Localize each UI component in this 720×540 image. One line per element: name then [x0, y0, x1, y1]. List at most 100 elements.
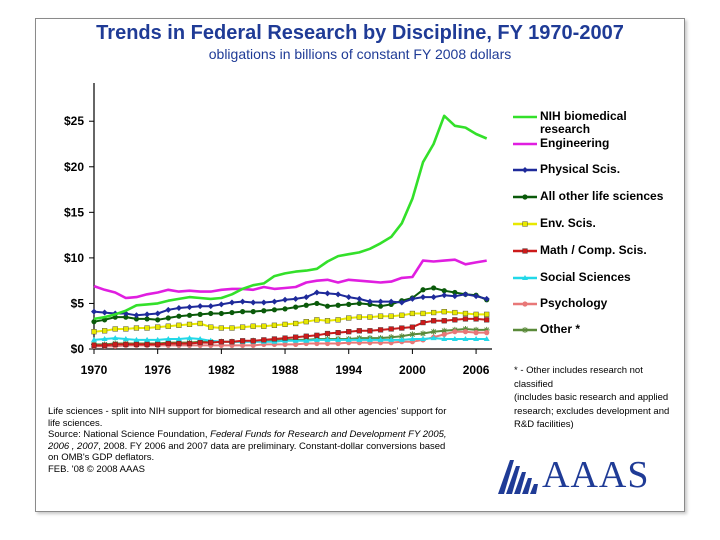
data-point: [430, 328, 437, 335]
data-point: [324, 318, 331, 324]
data-point: [261, 323, 267, 329]
data-point: [197, 320, 203, 327]
data-point: [462, 316, 469, 322]
data-point: [388, 326, 394, 332]
data-point: [314, 332, 320, 338]
data-point: [483, 295, 490, 302]
x-tick-label: 2006: [463, 363, 490, 377]
data-point: [293, 334, 299, 340]
data-point: [133, 312, 140, 319]
data-point: [293, 341, 299, 348]
data-point: [155, 324, 161, 330]
data-point: [165, 323, 171, 329]
legend-label: Social Sciences: [540, 270, 631, 284]
data-point: [409, 295, 416, 302]
data-point: [101, 309, 108, 316]
data-point: [473, 330, 479, 336]
data-point: [431, 309, 437, 316]
y-tick-label: $0: [71, 342, 85, 356]
data-point: [239, 309, 246, 315]
data-point: [356, 328, 362, 334]
legend-swatch: [513, 194, 537, 200]
data-point: [176, 340, 182, 347]
aaas-logo-mark: [498, 460, 538, 494]
data-point: [462, 291, 469, 298]
data-point: [102, 328, 108, 334]
data-point: [473, 335, 480, 341]
series-physical-scis: [91, 289, 490, 319]
data-point: [324, 336, 331, 342]
data-point: [441, 309, 447, 315]
legend-marker: [522, 248, 528, 254]
legend-label: NIH biomedical research: [540, 109, 627, 136]
data-point: [366, 298, 373, 305]
legend-swatch: [513, 142, 537, 146]
y-tick-label: $25: [64, 114, 84, 128]
data-point: [484, 317, 490, 323]
data-point: [250, 323, 256, 329]
data-point: [229, 309, 235, 316]
data-point: [314, 317, 320, 323]
data-point: [282, 296, 289, 303]
data-point: [155, 317, 161, 323]
data-point: [197, 340, 203, 346]
data-point: [409, 331, 416, 338]
data-point: [207, 303, 214, 310]
series-env-scis: [91, 309, 490, 335]
data-point: [186, 321, 193, 328]
legend-marker: [522, 194, 528, 200]
x-tick-label: 1994: [335, 363, 362, 377]
data-point: [441, 318, 447, 324]
data-point: [91, 308, 97, 315]
data-point: [356, 336, 363, 342]
data-point: [451, 293, 458, 300]
data-point: [335, 340, 341, 347]
data-point: [155, 341, 161, 348]
legend-swatch: [513, 275, 537, 280]
data-point: [356, 295, 363, 302]
legend-swatch: [513, 327, 537, 333]
data-point: [186, 312, 193, 318]
data-point: [367, 328, 373, 334]
data-point: [441, 331, 447, 338]
data-point: [102, 342, 108, 348]
data-point: [271, 307, 278, 313]
data-point: [293, 304, 299, 310]
data-point: [441, 288, 447, 294]
data-point: [208, 340, 214, 346]
data-point: [314, 300, 320, 307]
data-point: [303, 319, 309, 325]
data-point: [261, 308, 267, 314]
data-point: [293, 320, 299, 327]
data-point: [197, 311, 203, 317]
data-point: [303, 337, 310, 343]
data-point: [303, 294, 310, 301]
data-point: [367, 314, 373, 320]
data-point: [313, 289, 320, 296]
data-point: [101, 335, 108, 341]
legend-marker: [522, 301, 528, 307]
data-point: [239, 338, 246, 344]
data-point: [250, 338, 256, 344]
life-sciences-note: Life sciences - split into NIH support f…: [48, 406, 447, 429]
data-point: [335, 291, 342, 298]
data-point: [441, 292, 448, 299]
data-point: [420, 310, 426, 317]
data-point: [165, 340, 171, 347]
data-point: [165, 315, 171, 321]
data-point: [133, 325, 140, 331]
data-point: [239, 342, 246, 348]
y-tick-label: $15: [64, 205, 84, 219]
data-point: [165, 306, 172, 313]
legend-label: Engineering: [540, 136, 610, 150]
slide-frame: [35, 18, 685, 512]
data-point: [377, 336, 384, 342]
legend-swatch: [513, 248, 537, 254]
legend-label: Physical Scis.: [540, 162, 621, 176]
source-prefix: Source: National Science Foundation,: [48, 429, 211, 440]
legend-swatch: [513, 167, 537, 173]
data-point: [473, 293, 480, 300]
data-point: [303, 333, 309, 339]
data-point: [409, 310, 416, 317]
data-point: [431, 285, 437, 291]
